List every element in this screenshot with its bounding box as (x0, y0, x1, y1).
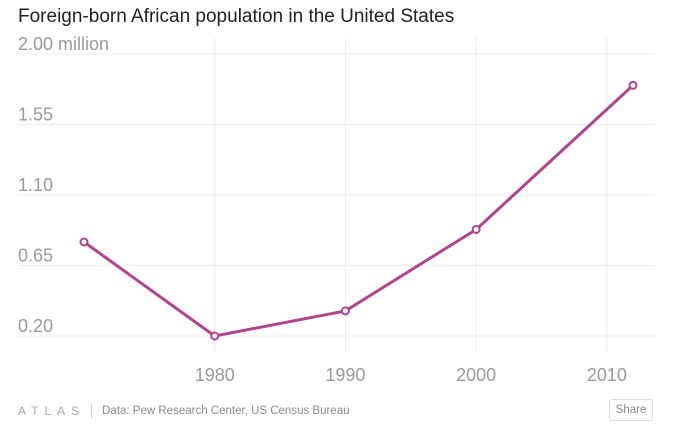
chart-title: Foreign-born African population in the U… (18, 6, 455, 27)
share-button[interactable]: Share (609, 399, 653, 421)
series-line (82, 83, 635, 338)
x-axis-ticks: 1980 1990 2000 2010 (195, 365, 627, 385)
y-tick-label: 1.10 (18, 175, 53, 195)
y-tick-label: 0.65 (18, 246, 53, 266)
y-tick-label: 0.20 (18, 316, 53, 336)
data-source: Data: Pew Research Center, US Census Bur… (102, 405, 350, 417)
y-axis-ticks: 2.00 million 1.55 1.10 0.65 0.20 (18, 34, 109, 336)
data-point (340, 306, 350, 316)
grid-lines (18, 38, 655, 352)
data-series (79, 80, 638, 341)
x-tick-label: 2010 (587, 365, 627, 385)
x-tick-label: 1980 (195, 365, 235, 385)
data-point (628, 80, 638, 90)
atlas-logo[interactable]: ATLAS (18, 404, 86, 418)
y-tick-label: 2.00 million (18, 34, 109, 54)
line-chart: 2.00 million 1.55 1.10 0.65 0.20 1980 1990 200… (18, 34, 655, 385)
data-point (79, 237, 89, 247)
data-point (210, 331, 220, 341)
footer: ATLAS Data: Pew Research Center, US Cens… (18, 401, 350, 421)
x-tick-label: 1990 (325, 365, 365, 385)
data-point (471, 224, 481, 234)
x-tick-label: 2000 (456, 365, 496, 385)
footer-divider (91, 404, 93, 418)
y-tick-label: 1.55 (18, 105, 53, 125)
